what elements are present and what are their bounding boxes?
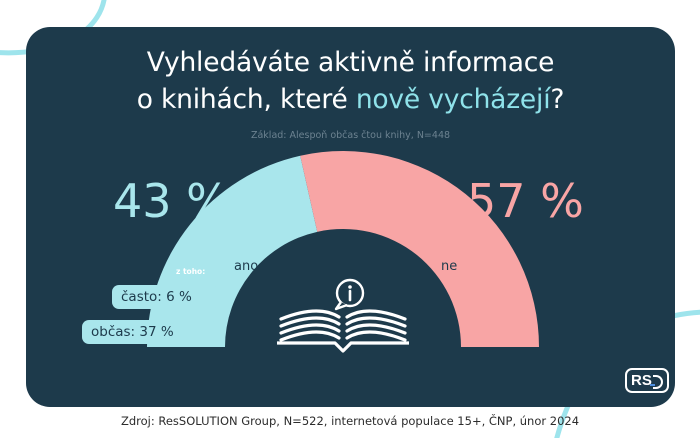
open-book-icon <box>277 309 409 353</box>
donut-segment-ne <box>300 151 539 347</box>
breakdown-pill-obcas: občas: 37 % <box>82 320 216 344</box>
source-note: Zdroj: ResSOLUTION Group, N=522, interne… <box>120 414 580 428</box>
chart-title-line2: o knihách, které nově vycházejí? <box>26 82 675 118</box>
category-label-ano: ano <box>234 259 259 274</box>
title-text: o knihách, které <box>136 84 356 115</box>
half-donut-chart <box>147 151 539 353</box>
chart-card: Vyhledáváte aktivně informace o knihách,… <box>26 27 675 407</box>
logo-mark <box>650 375 663 389</box>
logo-text: RS <box>631 372 652 389</box>
category-label-ne: ne <box>441 259 458 274</box>
breakdown-pill-casto: často: 6 % <box>112 285 218 309</box>
chart-title-line1: Vyhledáváte aktivně informace <box>146 47 555 78</box>
title-accent-text: nově vycházejí <box>355 84 551 115</box>
base-note: Základ: Alespoň občas čtou knihy, N=448 <box>250 130 451 141</box>
info-icon <box>334 278 365 311</box>
breakdown-heading: z toho: <box>176 267 206 276</box>
donut-segment-ano <box>147 155 318 347</box>
rs-logo: RS <box>625 368 669 393</box>
title-question-mark: ? <box>550 84 565 115</box>
